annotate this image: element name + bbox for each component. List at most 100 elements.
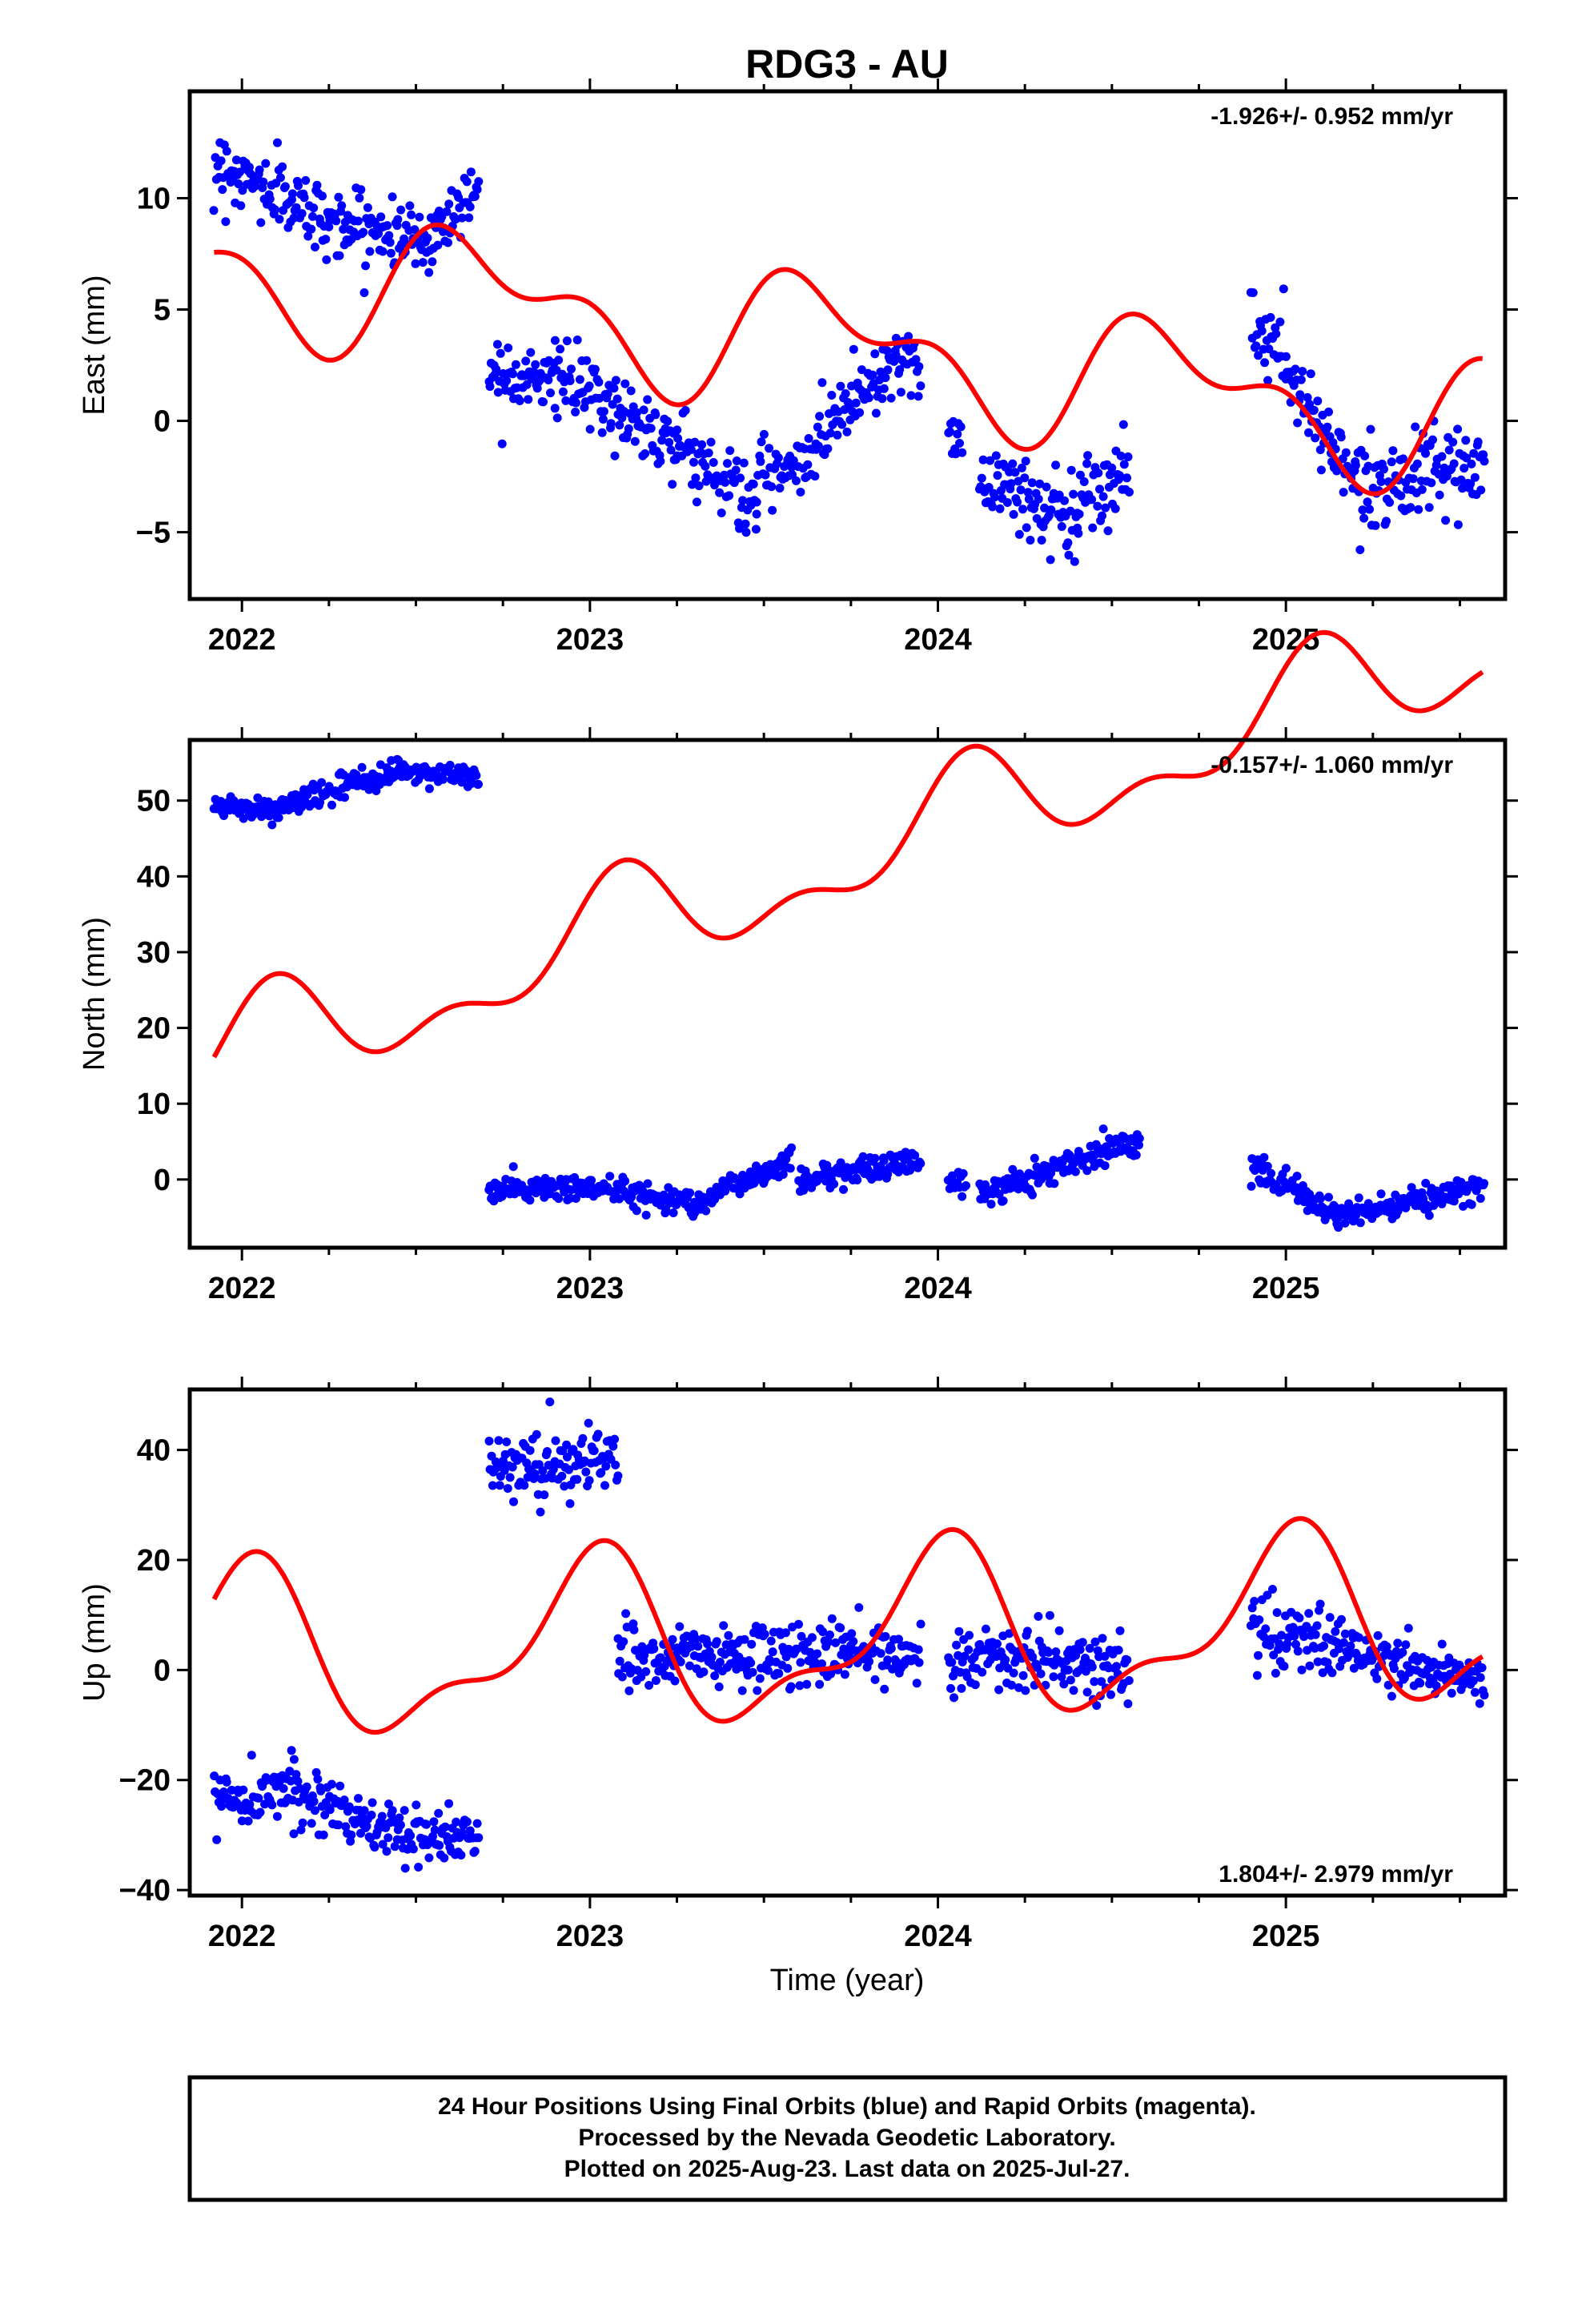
- up-point-244: [503, 1484, 512, 1494]
- east-point-885: [1414, 505, 1423, 514]
- east-ytick-label: 5: [154, 294, 171, 328]
- east-point-7: [218, 185, 227, 195]
- up-point-198: [440, 1853, 449, 1863]
- east-point-244: [504, 343, 513, 352]
- up-point-668: [1022, 1626, 1032, 1636]
- east-point-740: [1125, 488, 1134, 497]
- north-xtick-label: 2025: [1252, 1272, 1320, 1305]
- up-point-446: [737, 1686, 747, 1695]
- east-point-779: [1291, 364, 1300, 374]
- footer-line-3: Plotted on 2025-Aug-23. Last data on 202…: [564, 2156, 1130, 2182]
- up-point-468: [763, 1666, 773, 1675]
- east-point-713: [1093, 501, 1102, 511]
- up-point-891: [1403, 1623, 1413, 1633]
- east-point-853: [1376, 477, 1386, 486]
- north-point-363: [641, 1210, 651, 1220]
- up-ytick-label: 0: [154, 1654, 171, 1687]
- up-point-336: [611, 1460, 620, 1470]
- north-point-935: [1465, 1182, 1475, 1192]
- east-point-128: [359, 227, 368, 237]
- east-point-623: [988, 502, 998, 512]
- up-point-836: [1340, 1629, 1350, 1638]
- east-point-512: [813, 441, 823, 451]
- north-point-47: [265, 811, 274, 821]
- up-point-108: [335, 1781, 345, 1791]
- up-xtick-label: 2023: [556, 1920, 624, 1953]
- chart-title: RDG3 - AU: [745, 42, 949, 86]
- up-observations: [210, 1397, 1489, 1873]
- up-point-546: [854, 1602, 864, 1612]
- up-point-560: [870, 1675, 880, 1684]
- north-y-axis-label: North (mm): [78, 917, 111, 1071]
- east-point-187: [428, 257, 437, 267]
- east-point-882: [1411, 422, 1420, 432]
- up-point-763: [1255, 1615, 1264, 1625]
- up-point-812: [1312, 1621, 1322, 1630]
- up-point-15: [227, 1785, 236, 1795]
- east-point-839: [1360, 451, 1370, 460]
- east-point-30: [244, 163, 254, 172]
- east-point-217: [462, 177, 472, 187]
- up-point-746: [1114, 1646, 1123, 1655]
- north-point-225: [472, 770, 481, 780]
- east-point-78: [301, 175, 311, 185]
- up-point-231: [488, 1481, 497, 1490]
- east-point-558: [868, 370, 877, 380]
- up-point-448: [740, 1634, 749, 1644]
- east-point-430: [720, 470, 729, 480]
- east-point-299: [567, 364, 576, 374]
- north-point-519: [829, 1180, 839, 1188]
- east-point-641: [1009, 509, 1018, 519]
- east-point-61: [280, 182, 290, 191]
- east-point-11: [222, 147, 231, 156]
- north-point-302: [571, 1194, 580, 1203]
- up-point-947: [1468, 1676, 1478, 1686]
- east-point-688: [1064, 550, 1074, 560]
- up-point-406: [691, 1634, 701, 1643]
- east-point-411: [697, 440, 707, 449]
- up-point-825: [1327, 1668, 1337, 1678]
- east-point-125: [355, 193, 364, 203]
- east-point-263: [526, 348, 536, 357]
- east-point-801: [1316, 465, 1326, 475]
- east-point-627: [993, 471, 1002, 480]
- north-point-806: [1315, 1194, 1325, 1204]
- east-point-568: [879, 384, 889, 393]
- east-point-795: [1309, 405, 1319, 415]
- up-point-954: [1477, 1663, 1487, 1672]
- east-point-595: [911, 355, 921, 364]
- up-point-623: [970, 1680, 980, 1690]
- east-point-129: [359, 288, 369, 297]
- east-point-333: [606, 419, 616, 428]
- north-point-197: [438, 774, 448, 784]
- east-point-56: [275, 215, 284, 224]
- up-point-510: [813, 1649, 822, 1659]
- up-point-617: [964, 1645, 974, 1655]
- east-point-348: [624, 424, 633, 433]
- east-point-783: [1295, 390, 1305, 400]
- north-point-332: [605, 1172, 615, 1181]
- east-point-169: [407, 210, 416, 219]
- up-point-202: [444, 1799, 454, 1808]
- north-point-340: [615, 1194, 624, 1204]
- east-point-709: [1088, 523, 1098, 533]
- east-point-113: [340, 217, 350, 227]
- up-point-707: [1069, 1686, 1078, 1695]
- east-point-235: [492, 340, 502, 349]
- up-point-386: [668, 1634, 677, 1644]
- up-point-164: [400, 1864, 410, 1873]
- east-point-322: [594, 377, 604, 387]
- east-point-340: [615, 420, 624, 430]
- east-point-465: [759, 429, 769, 439]
- north-point-605: [958, 1192, 967, 1201]
- up-point-632: [981, 1624, 990, 1634]
- north-ytick-label: 20: [137, 1012, 171, 1046]
- up-y-axis-label: Up (mm): [78, 1583, 111, 1702]
- up-point-66: [287, 1746, 296, 1755]
- east-point-502: [803, 460, 813, 469]
- east-point-414: [701, 461, 710, 471]
- north-ytick-label: 0: [154, 1164, 171, 1197]
- east-point-248: [508, 369, 517, 379]
- east-point-443: [735, 524, 744, 533]
- up-point-246: [505, 1473, 515, 1482]
